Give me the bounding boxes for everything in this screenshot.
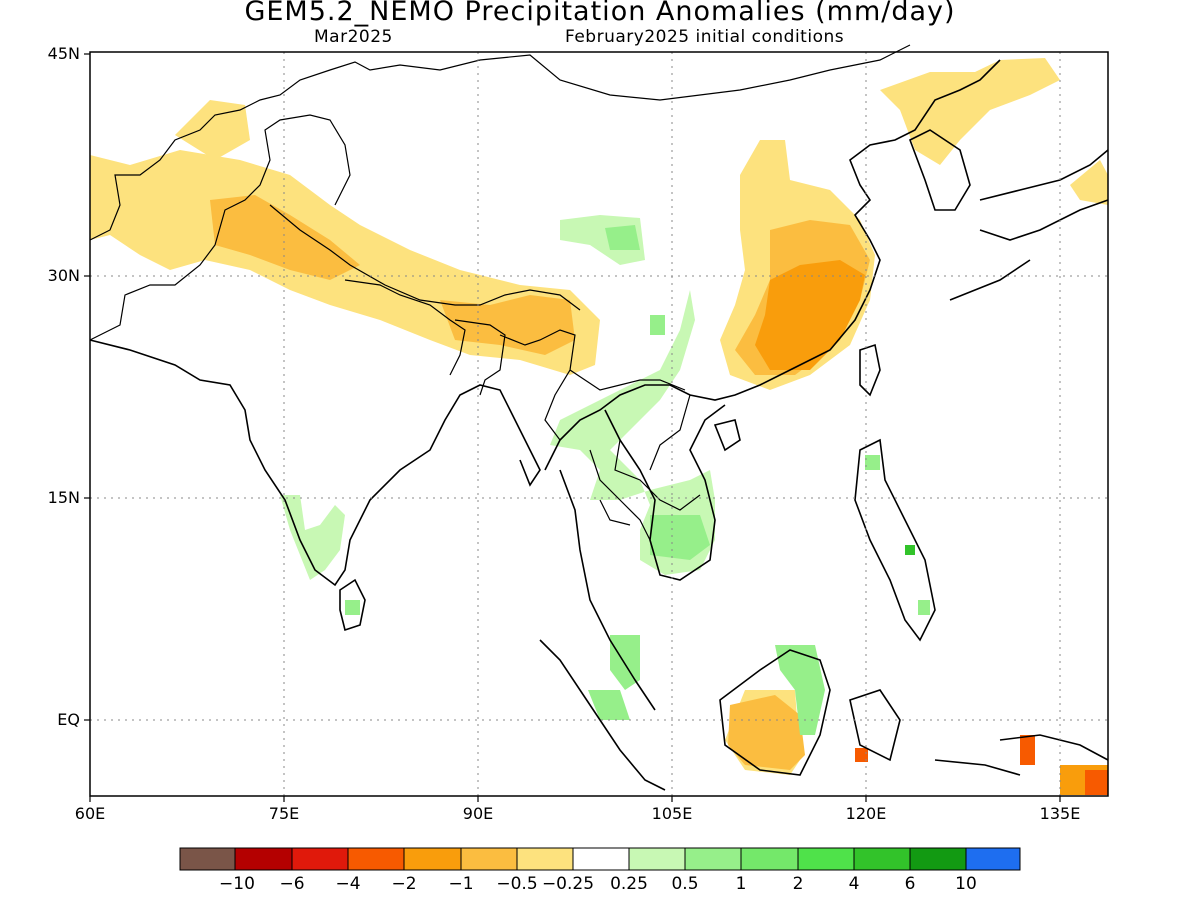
colorbar-label: −4 <box>335 874 361 894</box>
lon-label-60e: 60E <box>74 804 106 823</box>
colorbar-swatch <box>965 847 1021 871</box>
wet-anomaly-region <box>550 290 715 575</box>
anomaly-fields <box>90 58 1108 795</box>
colorbar-label: −6 <box>279 874 305 894</box>
lat-label-45n: 45N <box>47 44 80 63</box>
dry-anomaly-core <box>1085 770 1108 795</box>
colorbar-label: −1 <box>448 874 474 894</box>
colorbar-label: 0.25 <box>610 874 648 894</box>
initial-conditions: February2025 initial conditions <box>565 27 845 47</box>
colorbar-swatch <box>572 847 630 871</box>
colorbar-swatch <box>460 847 518 871</box>
colorbar-swatch <box>853 847 911 871</box>
colorbar-swatch <box>291 847 349 871</box>
coastlines <box>89 59 1109 791</box>
dry-anomaly-region <box>1070 160 1108 205</box>
dry-anomaly-core <box>755 260 865 370</box>
wet-anomaly-core <box>918 600 930 615</box>
wet-anomaly-core <box>865 455 880 470</box>
wet-anomaly-core <box>775 645 825 735</box>
colorbar-label: 4 <box>848 874 860 894</box>
colorbar-label: −0.25 <box>541 874 595 894</box>
gridlines <box>90 52 1108 796</box>
wet-anomaly-region <box>280 495 345 580</box>
wet-anomaly-core <box>605 225 640 250</box>
colorbar-label: −2 <box>391 874 417 894</box>
colorbar-label: −10 <box>219 874 255 894</box>
lon-label-75e: 75E <box>268 804 300 823</box>
colorbar-label: −0.5 <box>496 874 538 894</box>
colorbar-swatch <box>628 847 686 871</box>
colorbar-swatch <box>347 847 405 871</box>
colorbar-swatch <box>684 847 742 871</box>
colorbar-label: 10 <box>955 874 977 894</box>
map-title: GEM5.2_NEMO Precipitation Anomalies (mm/… <box>244 0 956 27</box>
dry-anomaly-core <box>1020 735 1035 765</box>
axis-ticks <box>84 53 1061 802</box>
colorbar-swatch <box>740 847 799 871</box>
colorbar-label: 6 <box>904 874 916 894</box>
dry-anomaly-core <box>210 195 360 280</box>
dry-anomaly-region <box>880 58 1060 165</box>
colorbar-label: 1 <box>735 874 747 894</box>
lon-label-90e: 90E <box>462 804 494 823</box>
lat-label-30n: 30N <box>47 266 80 285</box>
wet-anomaly-core <box>650 315 665 335</box>
wet-anomaly-core <box>588 690 630 720</box>
country-borders <box>89 44 911 541</box>
lon-label-105e: 105E <box>651 804 693 823</box>
colorbar-swatch <box>234 847 293 871</box>
forecast-month: Mar2025 <box>314 27 393 47</box>
colorbar-label: 0.5 <box>671 874 699 894</box>
colorbar-label: 2 <box>792 874 804 894</box>
wet-anomaly-core <box>905 545 915 555</box>
dry-anomaly-core <box>855 748 868 762</box>
lon-label-135e: 135E <box>1039 804 1081 823</box>
dry-anomaly-core <box>728 695 805 770</box>
wet-anomaly-core <box>345 600 360 615</box>
lat-label-eq: EQ <box>57 710 80 729</box>
lat-label-15n: 15N <box>47 488 80 507</box>
map-frame <box>89 51 1109 797</box>
wet-anomaly-core <box>650 515 710 560</box>
colorbar <box>179 847 1021 871</box>
colorbar-swatch <box>403 847 462 871</box>
colorbar-swatch <box>797 847 855 871</box>
lon-label-120e: 120E <box>845 804 887 823</box>
colorbar-swatch <box>516 847 574 871</box>
colorbar-swatch <box>909 847 967 871</box>
colorbar-swatch <box>179 847 236 871</box>
dry-anomaly-region <box>175 100 250 160</box>
